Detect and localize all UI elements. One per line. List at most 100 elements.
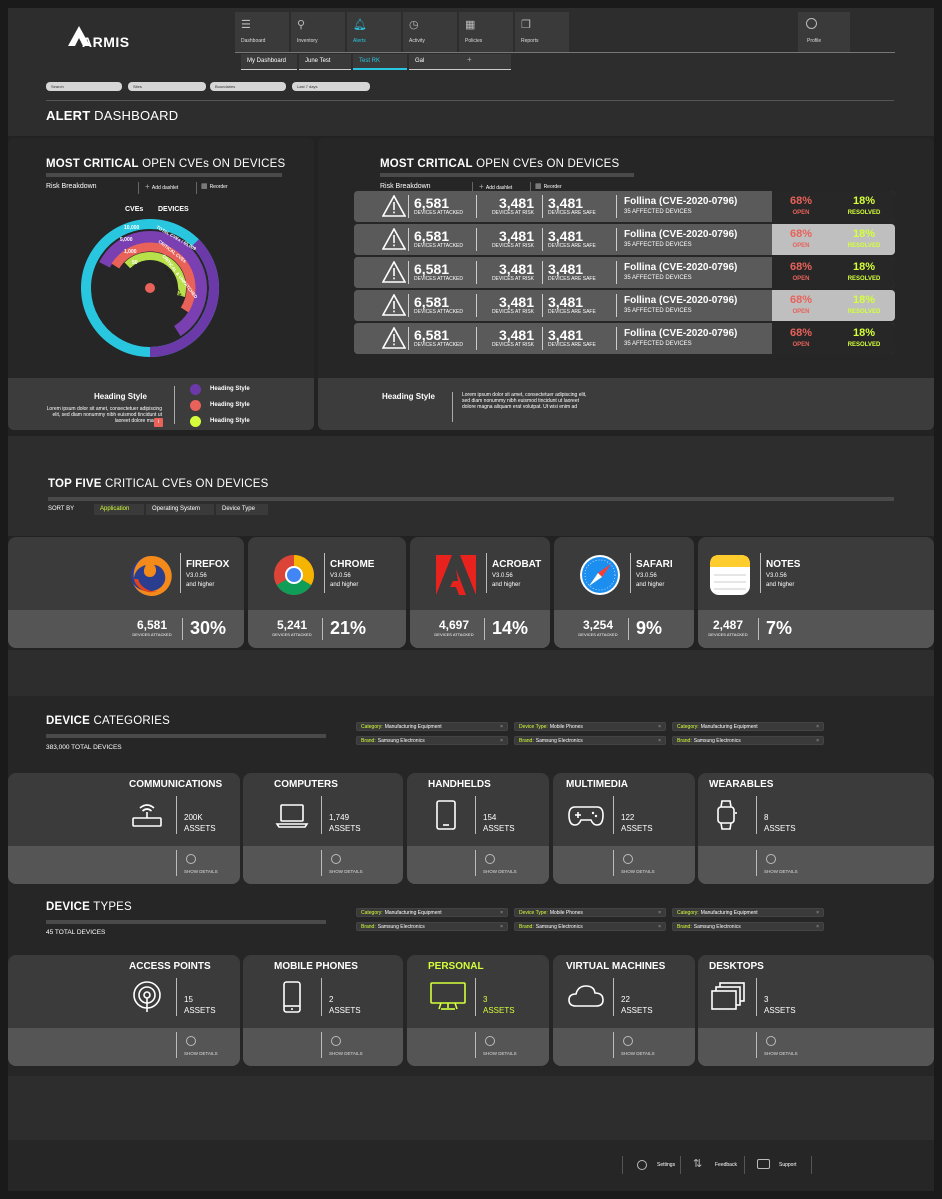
- device-card-computers[interactable]: COMPUTERS 1,749 ASSETS SHOW DETAILS: [243, 773, 403, 884]
- cve-name[interactable]: Follina (CVE-2020-0796): [624, 229, 738, 240]
- chip-key: Device Type:: [519, 724, 548, 730]
- chip-value: Samsung Electronics: [535, 738, 583, 744]
- cve-name[interactable]: Follina (CVE-2020-0796): [624, 328, 738, 339]
- filter-chip[interactable]: Brand: Samsung Electronics ×: [356, 922, 508, 931]
- filter-chip[interactable]: Device Type: Mobile Phones ×: [514, 908, 666, 917]
- cve-row[interactable]: 6,581 DEVICES ATTACKED 3,481 DEVICES AT RIS…: [354, 323, 895, 354]
- donut-ring-1[interactable]: [149, 239, 219, 357]
- close-icon[interactable]: ×: [658, 724, 661, 730]
- app-card-notes[interactable]: NOTES V3.0.56 and higher 2,487 DEVICES ATTAC…: [698, 537, 934, 648]
- close-icon[interactable]: ×: [816, 724, 819, 730]
- show-details-button[interactable]: SHOW DETAILS: [553, 846, 695, 884]
- sub-tab[interactable]: Test RK: [353, 54, 407, 70]
- nav-tab-inventory[interactable]: ⚲ Inventory: [291, 12, 345, 52]
- nav-tab-reports[interactable]: ❐ Reports: [515, 12, 569, 52]
- close-icon[interactable]: ×: [500, 910, 503, 916]
- cve-name[interactable]: Follina (CVE-2020-0796): [624, 196, 738, 207]
- nav-tab-activity[interactable]: ◷ Activity: [403, 12, 457, 52]
- types-title-rest: TYPES: [93, 901, 132, 913]
- info-badge[interactable]: i: [154, 418, 163, 427]
- close-icon[interactable]: ×: [500, 924, 503, 930]
- close-icon[interactable]: ×: [500, 724, 503, 730]
- filter-chip[interactable]: Device Type: Mobile Phones ×: [514, 722, 666, 731]
- device-card-handhelds[interactable]: HANDHELDS 154 ASSETS SHOW DETAILS: [407, 773, 549, 884]
- filter-chip[interactable]: Brand: Samsung Electronics ×: [356, 736, 508, 745]
- app-card-chrome[interactable]: CHROME V3.0.56 and higher 5,241 DEVICES ATTA…: [248, 537, 406, 648]
- app-card-safari[interactable]: SAFARI V3.0.56 and higher 3,254 DEVICES ATTA…: [554, 537, 694, 648]
- sort-option-application[interactable]: Application: [94, 504, 144, 515]
- donut-ring-2[interactable]: [99, 231, 207, 337]
- device-card-personal[interactable]: PERSONAL 3 ASSETS SHOW DETAILS: [407, 955, 549, 1066]
- show-details-button[interactable]: SHOW DETAILS: [243, 846, 403, 884]
- donut-ring-4[interactable]: [124, 252, 186, 297]
- feedback-link[interactable]: ⇅ Feedback: [680, 1156, 740, 1174]
- cve-row[interactable]: 6,581 DEVICES ATTACKED 3,481 DEVICES AT RIS…: [354, 191, 895, 222]
- close-icon[interactable]: ×: [658, 910, 661, 916]
- app-card-acrobat[interactable]: ACROBAT V3.0.56 and higher 4,697 DEVICES ATT…: [410, 537, 550, 648]
- nav-tab-policies[interactable]: ▦ Policies: [459, 12, 513, 52]
- close-icon[interactable]: ×: [816, 738, 819, 744]
- cve-name[interactable]: Follina (CVE-2020-0796): [624, 295, 738, 306]
- sub-tab[interactable]: June Test: [299, 54, 351, 70]
- close-icon[interactable]: ×: [658, 738, 661, 744]
- filter-chip[interactable]: Category: Manufacturing Equipment ×: [672, 722, 824, 731]
- app-card-firefox[interactable]: FIREFOX V3.0.56 and higher 6,581 DEVICES ATT…: [8, 537, 244, 648]
- cve-name[interactable]: Follina (CVE-2020-0796): [624, 262, 738, 273]
- close-icon[interactable]: ×: [658, 924, 661, 930]
- show-details-button[interactable]: SHOW DETAILS: [407, 846, 549, 884]
- add-tab-button[interactable]: +: [461, 54, 511, 70]
- device-card-multimedia[interactable]: MULTIMEDIA 122 ASSETS SHOW DETAILS: [553, 773, 695, 884]
- reorder-button[interactable]: ▦ Reorder: [196, 182, 228, 194]
- show-details-button[interactable]: SHOW DETAILS: [8, 1028, 240, 1066]
- add-dashlet-button[interactable]: + Add dashlet: [138, 182, 178, 194]
- donut-ring-3[interactable]: [111, 242, 196, 313]
- show-details-button[interactable]: SHOW DETAILS: [698, 846, 934, 884]
- device-card-access-points[interactable]: ACCESS POINTS 15 ASSETS SHOW DETAILS: [8, 955, 240, 1066]
- filter-chip[interactable]: Category: Manufacturing Equipment ×: [672, 908, 824, 917]
- sub-tab[interactable]: Gal: [409, 54, 461, 70]
- sort-option-operating-system[interactable]: Operating System: [146, 504, 214, 515]
- show-details-label: SHOW DETAILS: [184, 1051, 218, 1056]
- show-details-button[interactable]: SHOW DETAILS: [243, 1028, 403, 1066]
- device-card-desktops[interactable]: DESKTOPS 3 ASSETS SHOW DETAILS: [698, 955, 934, 1066]
- filter-chip[interactable]: Category: Manufacturing Equipment ×: [356, 908, 508, 917]
- details-divider: [321, 850, 322, 876]
- device-card-virtual-machines[interactable]: VIRTUAL MACHINES 22 ASSETS SHOW DETAILS: [553, 955, 695, 1066]
- cve-row[interactable]: 6,581 DEVICES ATTACKED 3,481 DEVICES AT RIS…: [354, 257, 895, 288]
- app-divider: [628, 618, 629, 640]
- filter-chip[interactable]: Brand: Samsung Electronics ×: [514, 736, 666, 745]
- filter-chip[interactable]: Brand: Samsung Electronics ×: [672, 922, 824, 931]
- cve-row[interactable]: 6,581 DEVICES ATTACKED 3,481 DEVICES AT RIS…: [354, 290, 895, 321]
- show-details-button[interactable]: SHOW DETAILS: [553, 1028, 695, 1066]
- nav-tab-alerts[interactable]: 🔔︎ Alerts: [347, 12, 401, 52]
- filter-sites[interactable]: Sites: [128, 82, 206, 91]
- armis-logo[interactable]: ARMIS: [68, 26, 148, 56]
- filter-chip[interactable]: Brand: Samsung Electronics ×: [514, 922, 666, 931]
- sort-option-device-type[interactable]: Device Type: [216, 504, 268, 515]
- warning-icon: [381, 293, 407, 321]
- sub-tab[interactable]: My Dashboard: [241, 54, 297, 70]
- filter-chip[interactable]: Category: Manufacturing Equipment ×: [356, 722, 508, 731]
- close-icon[interactable]: ×: [500, 738, 503, 744]
- nav-tab-label: Dashboard: [241, 38, 266, 44]
- settings-link[interactable]: Settings: [622, 1156, 682, 1174]
- filter-last-7-days[interactable]: Last 7 days: [292, 82, 370, 91]
- show-details-button[interactable]: SHOW DETAILS: [8, 846, 240, 884]
- device-card-mobile-phones[interactable]: MOBILE PHONES 2 ASSETS SHOW DETAILS: [243, 955, 403, 1066]
- legend-swatch: [190, 384, 201, 395]
- cve-row[interactable]: 6,581 DEVICES ATTACKED 3,481 DEVICES AT RIS…: [354, 224, 895, 255]
- support-link[interactable]: Support: [744, 1156, 812, 1174]
- device-card-communications[interactable]: COMMUNICATIONS 200K ASSETS SHOW DETAILS: [8, 773, 240, 884]
- reorder-button[interactable]: ▦ Reorder: [530, 182, 562, 194]
- nav-tab-dashboard[interactable]: ☰ Dashboard: [235, 12, 289, 52]
- add-dashlet-button[interactable]: + Add dashlet: [472, 182, 512, 194]
- close-icon[interactable]: ×: [816, 924, 819, 930]
- show-details-button[interactable]: SHOW DETAILS: [407, 1028, 549, 1066]
- filter-boundaries[interactable]: Boundaries: [210, 82, 286, 91]
- filter-chip[interactable]: Brand: Samsung Electronics ×: [672, 736, 824, 745]
- profile-button[interactable]: Profile: [798, 12, 850, 52]
- close-icon[interactable]: ×: [816, 910, 819, 916]
- show-details-button[interactable]: SHOW DETAILS: [698, 1028, 934, 1066]
- filter-search[interactable]: Search: [46, 82, 122, 91]
- device-card-wearables[interactable]: WEARABLES 8 ASSETS SHOW DETAILS: [698, 773, 934, 884]
